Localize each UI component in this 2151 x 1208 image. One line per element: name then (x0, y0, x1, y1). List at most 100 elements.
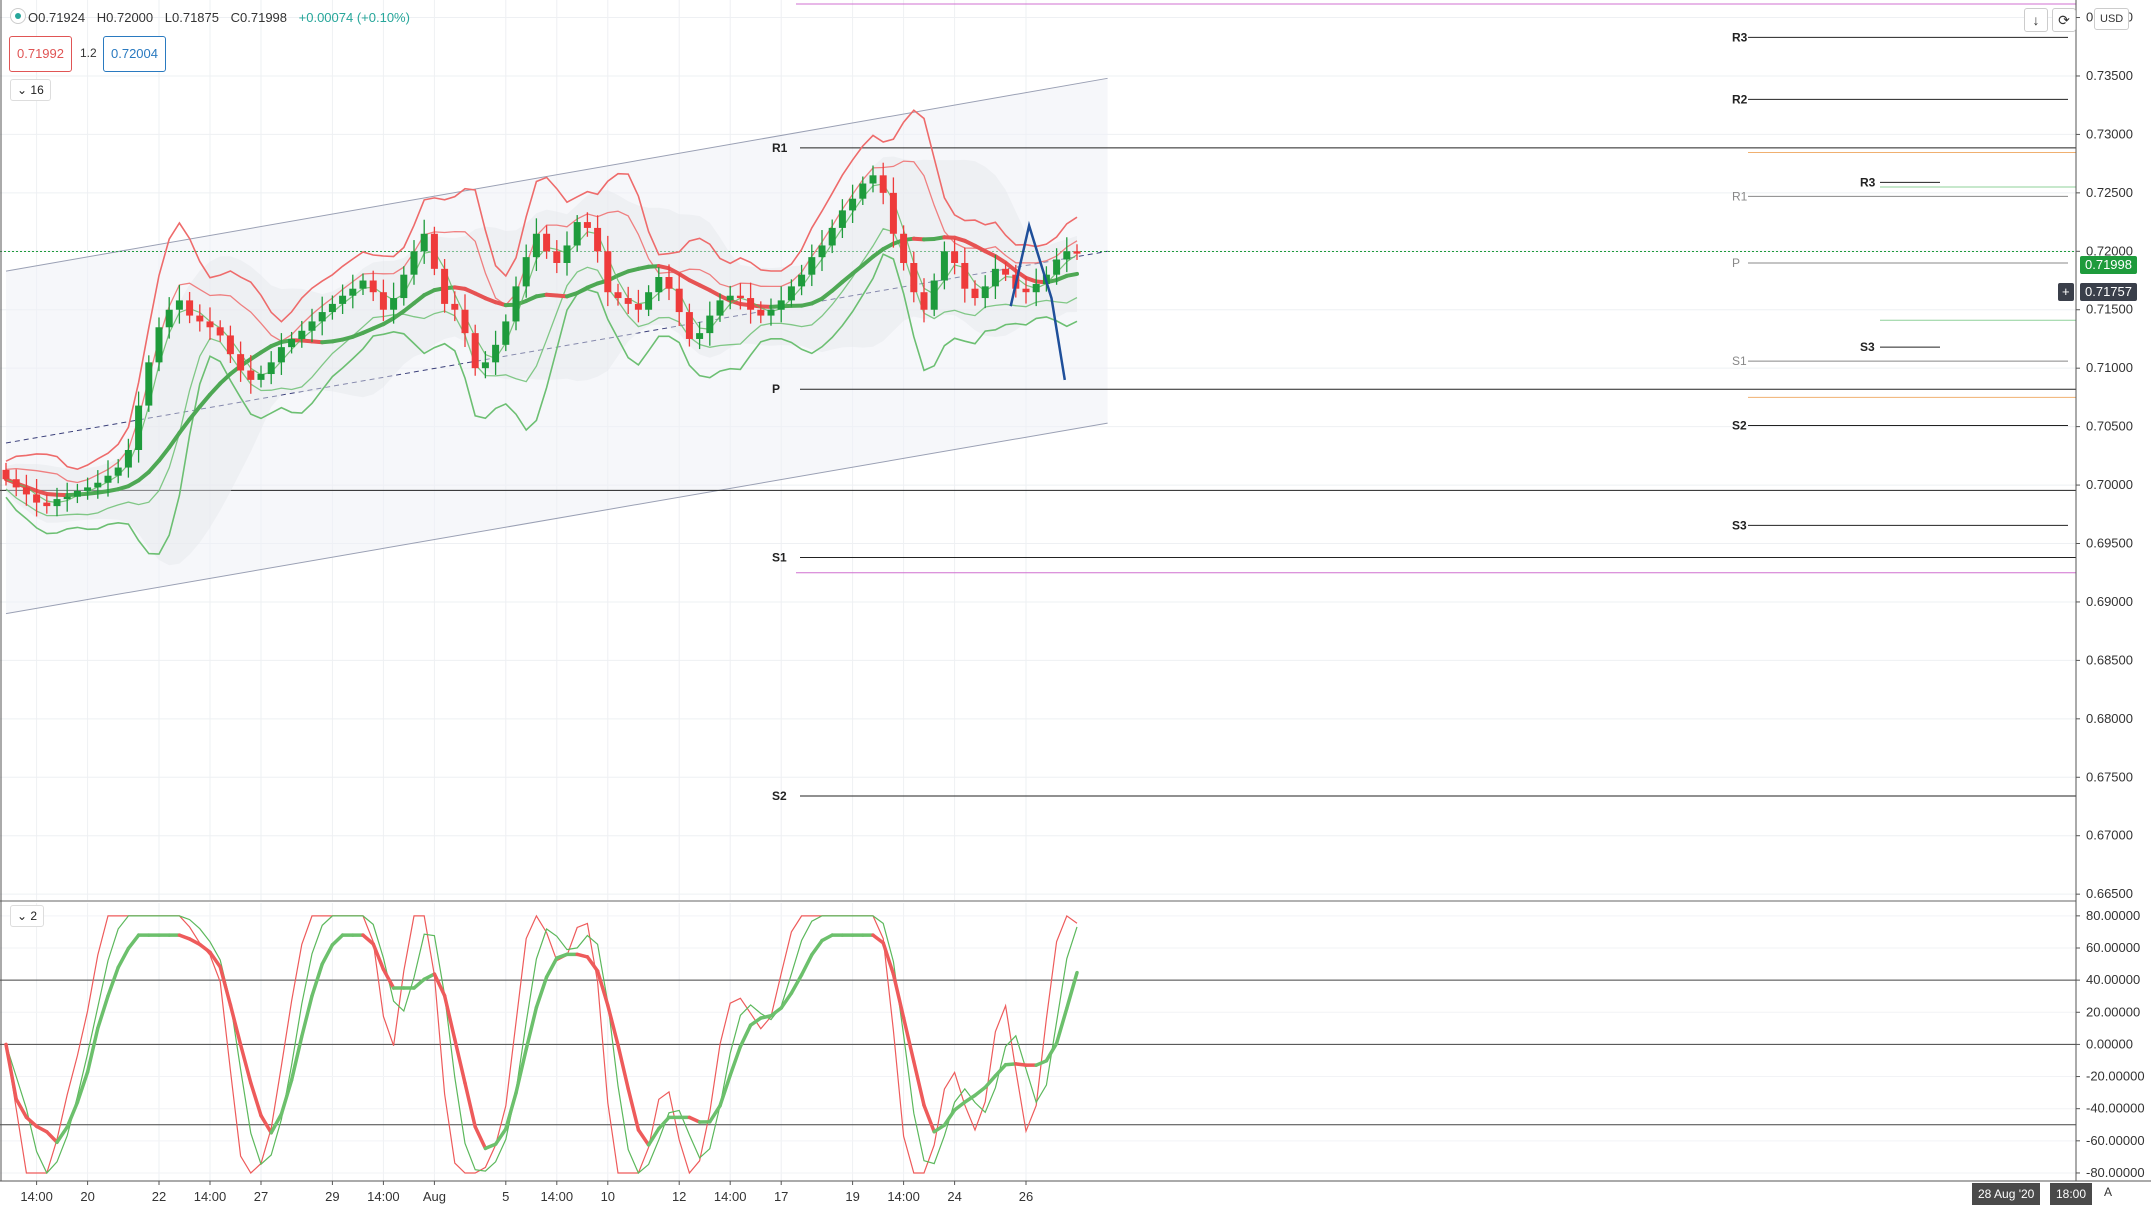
osc-main-segment (432, 972, 447, 998)
moving-average-segment (208, 381, 223, 397)
candle-body (349, 288, 357, 296)
osc-main-segment (544, 956, 559, 979)
main-indicators-collapse-button[interactable]: ⌄ 16 (10, 79, 51, 101)
osc-main-segment (361, 933, 375, 946)
candle-body (767, 309, 775, 316)
time-tick-label: 14:00 (194, 1189, 227, 1204)
candle-body (390, 298, 398, 310)
osc-main-segment (983, 1074, 998, 1090)
time-tick-label: 14:00 (541, 1189, 574, 1204)
osc-main-segment (595, 969, 610, 1008)
projection-path (1009, 220, 1067, 381)
ohlc-readout: O0.71924 H0.72000 L0.71875 C0.71998 +0.0… (28, 10, 414, 25)
osc-tick-label: -80.00000 (2086, 1165, 2145, 1180)
osc-main-segment (177, 933, 192, 941)
candle-body (196, 315, 204, 322)
osc-main-segment (126, 933, 141, 951)
candle-body (471, 333, 479, 369)
osc-main-segment (891, 972, 906, 1020)
candle-body (247, 370, 255, 380)
candle-body (583, 222, 591, 228)
candle-body (543, 233, 551, 252)
moving-average-segment (391, 309, 406, 321)
candle-body (237, 354, 245, 371)
moving-average-segment (157, 445, 172, 463)
candle-body (267, 362, 275, 375)
osc-main-segment (463, 1081, 477, 1129)
pivot-weekly-label: S1 (772, 551, 787, 565)
price-tick-label: 0.73000 (2086, 126, 2133, 141)
pivot-daily-label: S3 (1732, 518, 1747, 532)
osc-tick-label: 20.00000 (2086, 1004, 2140, 1019)
osc-tick-label: 80.00000 (2086, 908, 2140, 923)
candle-body (869, 175, 877, 184)
time-tick-label: 27 (254, 1189, 268, 1204)
ohlc-open: O0.71924 (28, 10, 86, 25)
osc-main-segment (534, 975, 549, 1010)
refresh-icon[interactable]: ⟳ (2052, 8, 2076, 32)
osc-main-segment (34, 1124, 49, 1134)
candle-body (849, 198, 857, 211)
osc-main-segment (198, 942, 212, 955)
osc-main-segment (932, 1123, 947, 1134)
price-tick-label: 0.72500 (2086, 185, 2133, 200)
osc-main-segment (116, 946, 131, 970)
candle-body (522, 257, 530, 287)
candle-body (328, 303, 336, 313)
osc-main-segment (1034, 1059, 1049, 1067)
osc-main-segment (769, 1006, 783, 1018)
currency-label[interactable]: USD (2094, 8, 2130, 30)
moving-average-segment (401, 301, 416, 314)
osc-main-segment (799, 953, 814, 977)
candle-body (145, 362, 153, 406)
candle-body (798, 274, 806, 287)
moving-average-segment (146, 458, 161, 475)
osc-main-segment (259, 1113, 273, 1135)
time-tick-label: Aug (423, 1189, 446, 1204)
download-icon[interactable]: ↓ (2024, 8, 2048, 32)
bollinger-bands (4, 109, 1079, 566)
candle-body (481, 362, 489, 369)
price-tick-label: 0.66500 (2086, 886, 2133, 901)
candle-body (930, 280, 938, 310)
symbol-status-icon[interactable] (10, 8, 26, 24)
candle-body (410, 251, 418, 275)
candle-body (736, 295, 744, 299)
oscillator-collapse-button[interactable]: ⌄ 2 (10, 905, 45, 927)
osc-main-segment (871, 933, 885, 945)
osc-main-segment (789, 973, 804, 995)
price-tick-label: 0.69500 (2086, 536, 2133, 551)
osc-tick-label: 60.00000 (2086, 940, 2140, 955)
osc-main-segment (993, 1063, 1008, 1078)
candle-body (675, 288, 683, 313)
candle-body (889, 192, 897, 234)
candle-body (12, 479, 20, 488)
candle-body (84, 487, 92, 491)
candle-body (451, 303, 459, 310)
pivot-weekly-label: R1 (772, 141, 788, 155)
candle-body (114, 467, 122, 476)
moving-average-segment (218, 371, 233, 386)
candle-body (461, 309, 469, 334)
osc-main-segment (748, 1016, 763, 1027)
candle-body (685, 312, 693, 339)
osc-main-segment (4, 1042, 18, 1101)
osc-main-segment (524, 1005, 539, 1052)
osc-tick-label: 0.00000 (2086, 1036, 2133, 1051)
auto-scale-button[interactable]: A (2104, 1185, 2113, 1199)
candle-body (441, 268, 449, 304)
osc-main-segment (208, 950, 222, 969)
candle-body (175, 300, 183, 310)
price-tick-label: 0.70500 (2086, 419, 2133, 434)
candle-body (900, 233, 908, 263)
candle-body (624, 298, 632, 304)
sell-price-box[interactable]: 0.71992 (9, 36, 72, 72)
candle-body (226, 335, 234, 355)
candlesticks[interactable] (2, 162, 1081, 517)
osc-main-segment (249, 1081, 263, 1118)
buy-price-box[interactable]: 0.72004 (103, 36, 166, 72)
crosshair-icon[interactable]: + (2058, 283, 2074, 301)
moving-average-segment (136, 470, 151, 483)
moving-average-segment (820, 288, 835, 301)
